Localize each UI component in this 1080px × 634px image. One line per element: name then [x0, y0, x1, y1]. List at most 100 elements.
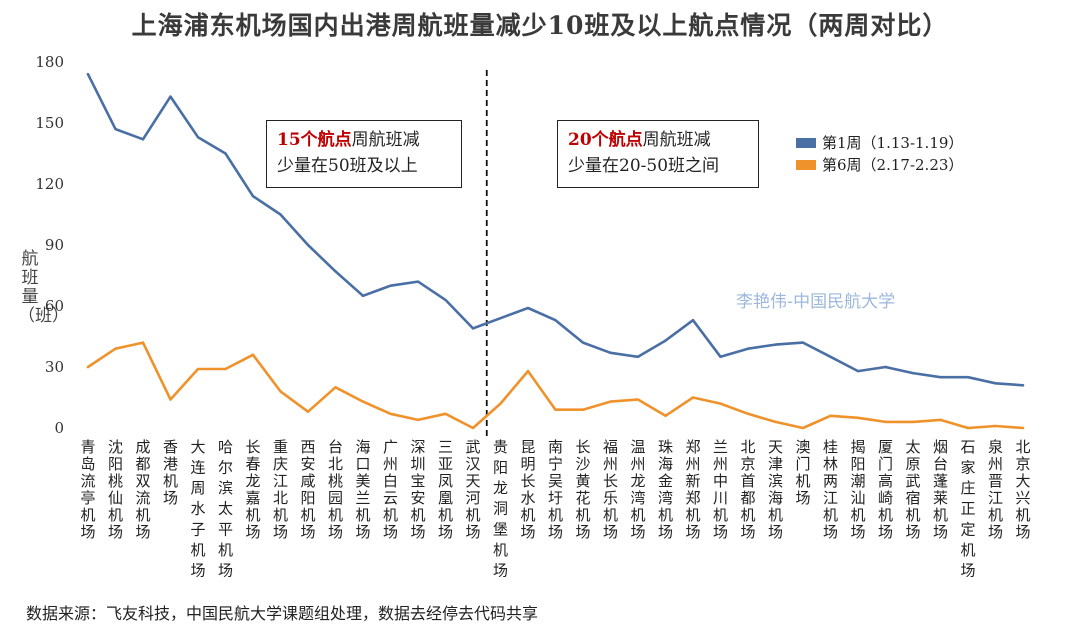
data-point-s2 — [196, 367, 200, 371]
data-point-s2 — [829, 414, 832, 417]
data-point-s1 — [169, 95, 172, 98]
data-point-s1 — [774, 343, 777, 346]
data-point-s1 — [939, 375, 942, 379]
x-tick-label: 天津滨海机场 — [768, 438, 783, 541]
source-note: 数据来源：飞友科技，中国民航大学课题组处理，数据去经停去代码共享 — [26, 604, 539, 623]
data-point-s1 — [636, 355, 640, 359]
data-point-s2 — [1021, 426, 1025, 430]
x-tick-label: 珠海金湾机场 — [658, 438, 673, 541]
y-tick-label: 90 — [45, 236, 64, 254]
data-point-s2 — [141, 341, 145, 344]
data-point-s1 — [994, 382, 997, 385]
data-point-s2 — [86, 365, 90, 369]
data-point-s1 — [471, 327, 475, 330]
data-point-s1 — [444, 298, 447, 302]
data-point-s1 — [911, 371, 915, 375]
x-tick-label: 贵阳龙洞堡机场 — [493, 438, 508, 579]
data-point-s2 — [939, 418, 942, 422]
x-tick-label: 揭阳潮汕机场 — [850, 438, 865, 541]
data-point-s2 — [306, 410, 310, 413]
data-point-s1 — [196, 136, 200, 139]
legend-label-week6: 第6周（2.17-2.23） — [822, 156, 964, 174]
data-point-s2 — [499, 402, 502, 405]
data-point-s2 — [471, 426, 475, 430]
x-tick-label: 福州长乐机场 — [603, 438, 618, 541]
annotation-2-text1: 周航班减 — [642, 130, 711, 150]
data-point-s2 — [169, 398, 172, 401]
data-point-s1 — [526, 306, 530, 310]
x-tick-label: 兰州中川机场 — [713, 438, 728, 541]
data-point-s2 — [416, 418, 420, 422]
data-point-s1 — [966, 375, 970, 379]
data-point-s1 — [389, 284, 392, 287]
data-point-s1 — [334, 270, 337, 273]
data-point-s1 — [609, 351, 612, 354]
legend: 第1周（1.13-1.19） 第6周（2.17-2.23） — [796, 132, 963, 176]
data-point-s1 — [884, 365, 887, 369]
x-tick-label: 桂林两江机场 — [823, 438, 838, 541]
data-point-s2 — [664, 414, 667, 417]
x-tick-label: 昆明长水机场 — [520, 438, 535, 541]
data-point-s1 — [719, 355, 722, 359]
x-tick-label: 北京大兴机场 — [1015, 438, 1030, 541]
x-tick-label: 温州龙湾机场 — [630, 438, 645, 541]
legend-label-week1: 第1周（1.13-1.19） — [822, 134, 964, 152]
data-point-s1 — [499, 317, 502, 320]
x-tick-label: 成都双流机场 — [135, 438, 150, 541]
y-tick-label: 30 — [45, 358, 64, 376]
data-point-s1 — [581, 341, 585, 344]
annotation-2-text2: 少量在20-50班之间 — [568, 156, 720, 176]
x-tick-label: 青岛流亭机场 — [80, 438, 95, 541]
data-point-s2 — [856, 416, 860, 420]
data-point-s1 — [251, 195, 255, 198]
y-tick-label: 180 — [35, 53, 64, 71]
data-point-s1 — [361, 294, 365, 298]
data-point-s1 — [141, 138, 145, 141]
x-tick-label: 广州白云机场 — [383, 438, 398, 541]
data-point-s1 — [306, 243, 310, 247]
x-tick-label: 台北桃园机场 — [328, 438, 343, 541]
data-point-s1 — [746, 347, 750, 350]
annotation-1-highlight: 15个航点 — [277, 130, 352, 150]
chart-title: 上海浦东机场国内出港周航班量减少10班及以上航点情况（两周对比） — [131, 11, 949, 40]
data-point-s1 — [279, 213, 282, 216]
data-point-s1 — [86, 73, 90, 76]
legend-swatch-week6 — [796, 160, 816, 170]
x-tick-label: 厦门高崎机场 — [878, 438, 893, 541]
data-point-s1 — [1021, 384, 1025, 387]
x-tick-label: 武汉天河机场 — [465, 438, 480, 541]
x-tick-label: 北京首都机场 — [740, 438, 755, 541]
series-line-1 — [86, 72, 1025, 387]
watermark: 李艳伟-中国民航大学 — [736, 292, 896, 312]
data-point-s2 — [334, 386, 337, 389]
data-point-s2 — [994, 424, 997, 428]
annotation-1-text2: 少量在50班及以上 — [277, 156, 418, 176]
x-tick-label: 烟台蓬莱机场 — [933, 438, 948, 541]
data-point-s1 — [691, 319, 695, 322]
data-point-s2 — [114, 347, 117, 350]
data-point-s2 — [691, 396, 695, 399]
x-tick-label: 沈阳桃仙机场 — [108, 438, 123, 541]
data-point-s2 — [224, 367, 227, 371]
data-point-s2 — [719, 402, 722, 405]
y-tick-label: 60 — [45, 297, 64, 315]
data-point-s2 — [801, 426, 805, 430]
legend-swatch-week1 — [796, 138, 816, 148]
data-point-s2 — [361, 400, 365, 403]
x-tick-label: 大连周水子机场 — [190, 438, 205, 579]
data-point-s1 — [664, 339, 667, 342]
legend-item-week1: 第1周（1.13-1.19） — [796, 132, 963, 154]
data-point-s2 — [526, 369, 530, 373]
data-point-s1 — [856, 369, 860, 373]
x-tick-label: 重庆江北机场 — [273, 438, 288, 541]
y-tick-label: 150 — [35, 114, 64, 132]
x-tick-label: 长沙黄花机场 — [575, 438, 590, 541]
data-point-s2 — [554, 408, 557, 411]
data-point-s1 — [829, 355, 832, 359]
x-tick-label: 南宁吴圩机场 — [548, 438, 563, 541]
data-point-s2 — [251, 353, 255, 356]
data-point-s1 — [416, 280, 420, 283]
annotation-box-1: 15个航点周航班减 少量在50班及以上 — [266, 120, 462, 188]
annotation-2-highlight: 20个航点 — [568, 130, 643, 150]
